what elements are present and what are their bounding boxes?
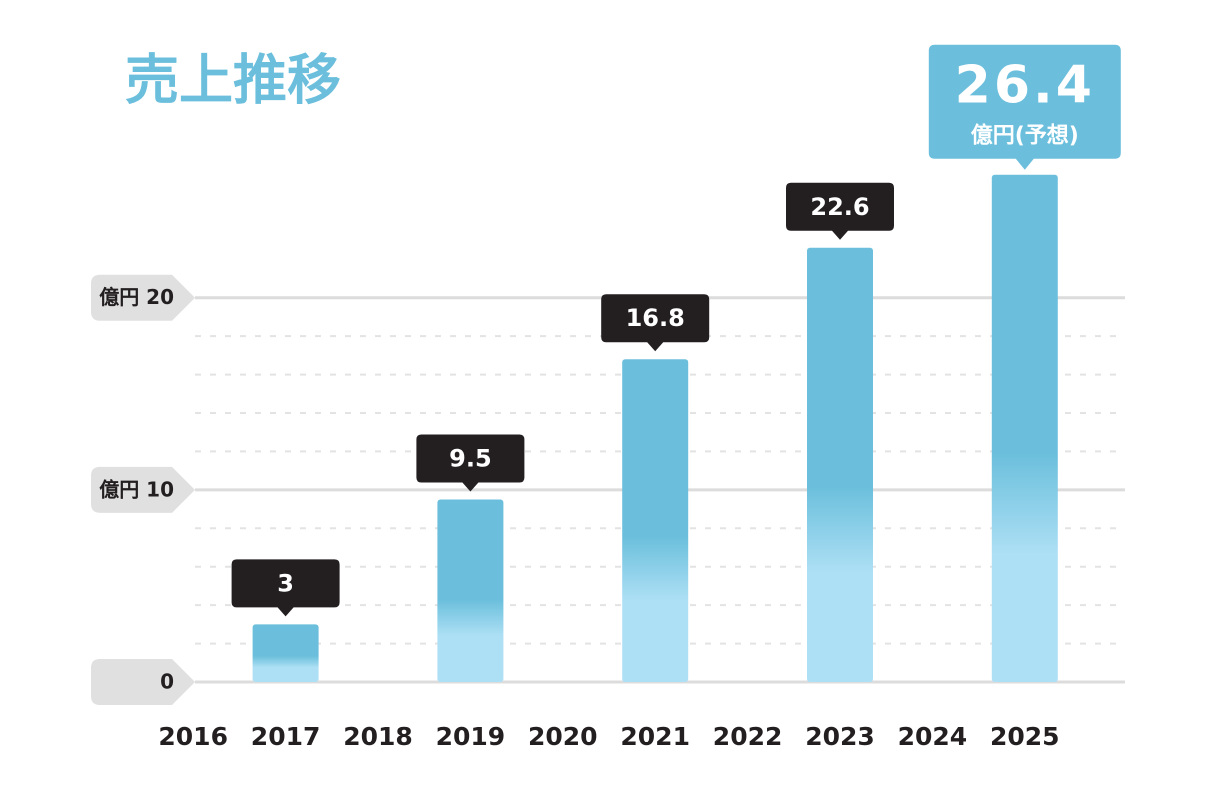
data-label: 9.5 (449, 444, 492, 472)
y-tick-pill (91, 659, 195, 705)
x-tick-label: 2020 (528, 722, 598, 751)
x-tick-label: 2023 (805, 722, 875, 751)
y-tick-label: 億円 20 (99, 285, 174, 309)
x-tick-label: 2016 (158, 722, 228, 751)
data-label: 3 (277, 569, 294, 597)
data-label: 26.4 (955, 56, 1095, 116)
highlight-box (928, 44, 1121, 170)
x-tick-label: 2022 (713, 722, 783, 751)
x-tick-label: 2018 (343, 722, 413, 751)
bar (437, 499, 504, 682)
label-box (601, 294, 710, 352)
data-label: 22.6 (810, 193, 869, 221)
y-tick-label: 0 (160, 670, 174, 694)
y-tick-pill (91, 466, 195, 513)
bar (991, 174, 1058, 682)
data-label: 16.8 (626, 304, 685, 332)
label-box (231, 559, 340, 617)
label-box (416, 434, 525, 492)
bar (622, 359, 689, 682)
x-tick-label: 2024 (898, 722, 968, 751)
bar (252, 624, 319, 682)
x-tick-label: 2025 (990, 722, 1060, 751)
label-box (786, 182, 894, 240)
y-tick-label: 億円 10 (99, 477, 174, 501)
forecast-label: 億円(予想) (971, 123, 1079, 149)
x-tick-label: 2017 (251, 722, 321, 751)
x-tick-label: 2021 (620, 722, 690, 751)
y-tick-pill (91, 274, 195, 321)
x-tick-label: 2019 (436, 722, 506, 751)
bar (807, 247, 873, 682)
chart-title: 売上推移 (125, 49, 341, 112)
